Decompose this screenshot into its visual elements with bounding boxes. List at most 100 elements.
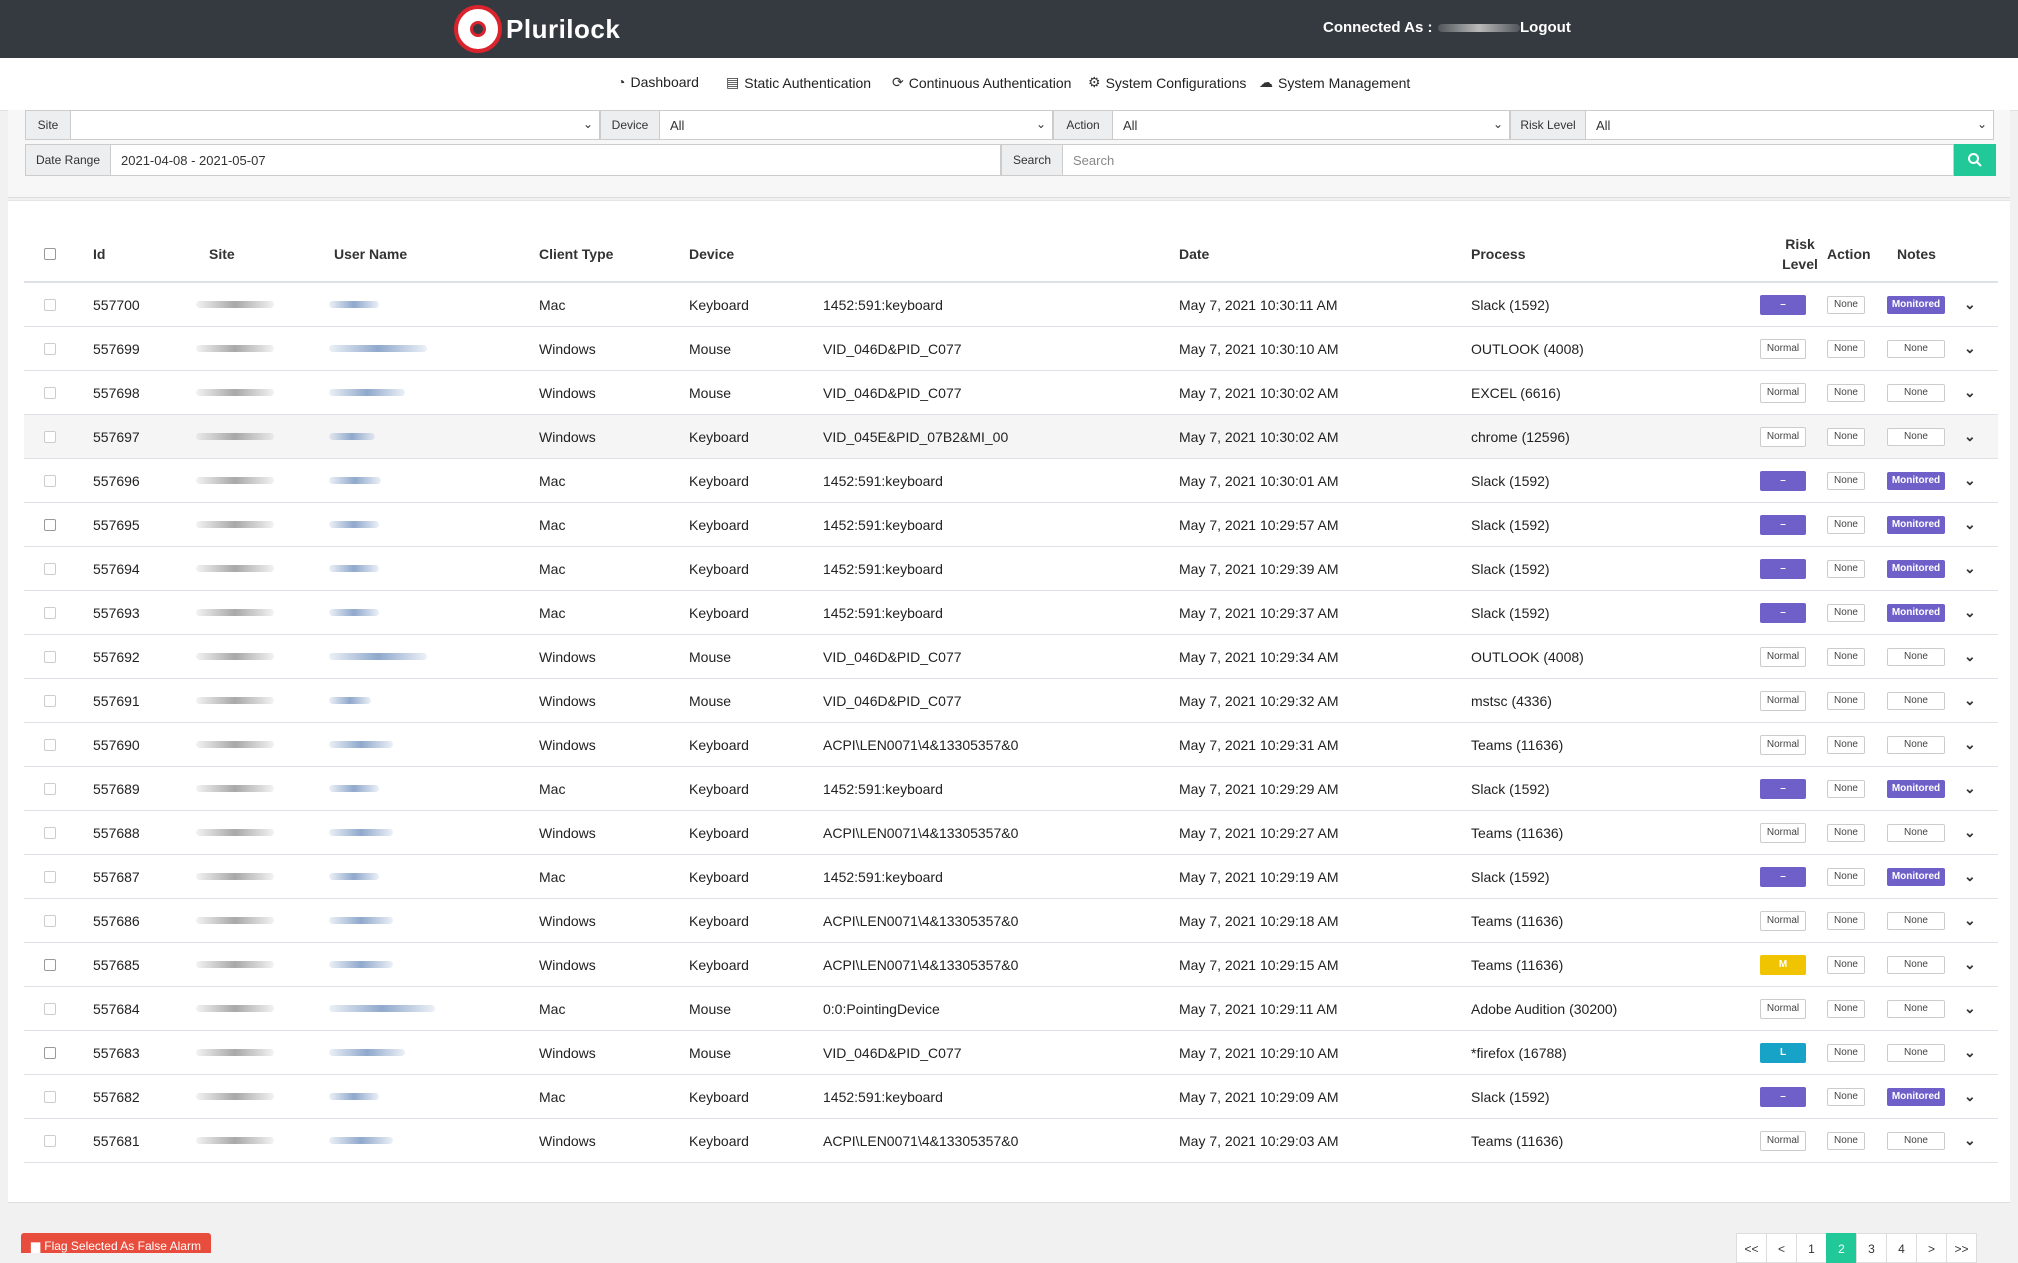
device-select[interactable]: All ⌄: [660, 110, 1053, 140]
table-row[interactable]: 557691 Windows Mouse VID_046D&PID_C077 May 7…: [24, 679, 1998, 723]
row-checkbox[interactable]: [44, 870, 56, 883]
row-checkbox[interactable]: [44, 782, 56, 795]
row-checkbox[interactable]: [44, 430, 56, 443]
page-button[interactable]: 2: [1826, 1233, 1857, 1263]
page-button[interactable]: >>: [1946, 1233, 1977, 1263]
flag-false-alarm-button[interactable]: ▆ Flag Selected As False Alarm: [21, 1233, 211, 1253]
row-checkbox[interactable]: [44, 1046, 56, 1059]
notes-badge[interactable]: Monitored: [1887, 1087, 1945, 1106]
table-row[interactable]: 557693 Mac Keyboard 1452:591:keyboard May 7,…: [24, 591, 1998, 635]
col-id[interactable]: Id: [93, 246, 106, 262]
notes-badge[interactable]: Monitored: [1887, 867, 1945, 886]
row-checkbox[interactable]: [44, 958, 56, 971]
notes-badge[interactable]: None: [1887, 427, 1945, 446]
chevron-down-icon[interactable]: ⌄: [1964, 1132, 1976, 1148]
col-action[interactable]: Action: [1827, 246, 1871, 262]
row-checkbox[interactable]: [44, 562, 56, 575]
chevron-down-icon[interactable]: ⌄: [1964, 472, 1976, 488]
row-checkbox[interactable]: [44, 914, 56, 927]
chevron-down-icon[interactable]: ⌄: [1964, 340, 1976, 356]
chevron-down-icon[interactable]: ⌄: [1964, 560, 1976, 576]
notes-badge[interactable]: None: [1887, 955, 1945, 974]
col-device[interactable]: Device: [689, 246, 735, 262]
row-checkbox[interactable]: [44, 518, 56, 531]
col-client-type[interactable]: Client Type: [539, 246, 614, 262]
col-risk-level[interactable]: Risk Level: [1774, 227, 1826, 281]
page-button[interactable]: 1: [1796, 1233, 1827, 1263]
table-row[interactable]: 557690 Windows Keyboard ACPI\LEN0071\4&1330…: [24, 723, 1998, 767]
table-row[interactable]: 557692 Windows Mouse VID_046D&PID_C077 May 7…: [24, 635, 1998, 679]
row-checkbox[interactable]: [44, 738, 56, 751]
table-row[interactable]: 557696 Mac Keyboard 1452:591:keyboard May 7,…: [24, 459, 1998, 503]
notes-badge[interactable]: Monitored: [1887, 559, 1945, 578]
table-row[interactable]: 557682 Mac Keyboard 1452:591:keyboard May 7,…: [24, 1075, 1998, 1119]
col-site[interactable]: Site: [209, 246, 235, 262]
chevron-down-icon[interactable]: ⌄: [1964, 824, 1976, 840]
table-row[interactable]: 557685 Windows Keyboard ACPI\LEN0071\4&1330…: [24, 943, 1998, 987]
date-range-input[interactable]: 2021-04-08 - 2021-05-07: [111, 144, 1001, 176]
notes-badge[interactable]: None: [1887, 691, 1945, 710]
nav-static-authentication[interactable]: ▤ Static Authentication: [726, 74, 871, 91]
table-row[interactable]: 557684 Mac Mouse 0:0:PointingDevice May 7, 2…: [24, 987, 1998, 1031]
chevron-down-icon[interactable]: ⌄: [1964, 956, 1976, 972]
page-button[interactable]: 3: [1856, 1233, 1887, 1263]
col-process[interactable]: Process: [1471, 246, 1526, 262]
row-checkbox[interactable]: [44, 606, 56, 619]
notes-badge[interactable]: None: [1887, 999, 1945, 1018]
chevron-down-icon[interactable]: ⌄: [1964, 912, 1976, 928]
action-select[interactable]: All ⌄: [1113, 110, 1510, 140]
row-checkbox[interactable]: [44, 694, 56, 707]
notes-badge[interactable]: Monitored: [1887, 603, 1945, 622]
row-checkbox[interactable]: [44, 386, 56, 399]
table-row[interactable]: 557695 Mac Keyboard 1452:591:keyboard May 7,…: [24, 503, 1998, 547]
row-checkbox[interactable]: [44, 826, 56, 839]
notes-badge[interactable]: Monitored: [1887, 515, 1945, 534]
chevron-down-icon[interactable]: ⌄: [1964, 296, 1976, 312]
nav-system-configurations[interactable]: ⚙ System Configurations: [1088, 74, 1246, 91]
notes-badge[interactable]: None: [1887, 383, 1945, 402]
notes-badge[interactable]: None: [1887, 1131, 1945, 1150]
chevron-down-icon[interactable]: ⌄: [1964, 868, 1976, 884]
col-user-name[interactable]: User Name: [334, 246, 408, 262]
nav-continuous-authentication[interactable]: ⟳ Continuous Authentication: [892, 74, 1071, 91]
row-checkbox[interactable]: [44, 474, 56, 487]
search-input[interactable]: Search: [1063, 144, 1954, 176]
row-checkbox[interactable]: [44, 1002, 56, 1015]
table-row[interactable]: 557687 Mac Keyboard 1452:591:keyboard May 7,…: [24, 855, 1998, 899]
row-checkbox[interactable]: [44, 650, 56, 663]
risk-level-select[interactable]: All ⌄: [1586, 110, 1994, 140]
table-row[interactable]: 557686 Windows Keyboard ACPI\LEN0071\4&1330…: [24, 899, 1998, 943]
brand-logo[interactable]: Plurilock: [454, 4, 620, 54]
chevron-down-icon[interactable]: ⌄: [1964, 1044, 1976, 1060]
chevron-down-icon[interactable]: ⌄: [1964, 648, 1976, 664]
chevron-down-icon[interactable]: ⌄: [1964, 428, 1976, 444]
page-button[interactable]: <<: [1736, 1233, 1767, 1263]
chevron-down-icon[interactable]: ⌄: [1964, 1000, 1976, 1016]
notes-badge[interactable]: None: [1887, 735, 1945, 754]
notes-badge[interactable]: Monitored: [1887, 471, 1945, 490]
notes-badge[interactable]: None: [1887, 647, 1945, 666]
table-row[interactable]: 557697 Windows Keyboard VID_045E&PID_07B2&M…: [24, 415, 1998, 459]
notes-badge[interactable]: Monitored: [1887, 779, 1945, 798]
nav-system-management[interactable]: ☁ System Management: [1259, 74, 1410, 91]
table-row[interactable]: 557694 Mac Keyboard 1452:591:keyboard May 7,…: [24, 547, 1998, 591]
page-button[interactable]: <: [1766, 1233, 1797, 1263]
select-all-checkbox[interactable]: [44, 248, 56, 260]
notes-badge[interactable]: None: [1887, 1043, 1945, 1062]
logout-link[interactable]: Logout: [1520, 19, 1571, 36]
chevron-down-icon[interactable]: ⌄: [1964, 780, 1976, 796]
notes-badge[interactable]: None: [1887, 339, 1945, 358]
site-select[interactable]: ⌄: [71, 110, 600, 140]
chevron-down-icon[interactable]: ⌄: [1964, 604, 1976, 620]
row-checkbox[interactable]: [44, 1134, 56, 1147]
table-row[interactable]: 557683 Windows Mouse VID_046D&PID_C077 May 7…: [24, 1031, 1998, 1075]
notes-badge[interactable]: None: [1887, 911, 1945, 930]
notes-badge[interactable]: Monitored: [1887, 295, 1945, 314]
col-date[interactable]: Date: [1179, 246, 1210, 262]
row-checkbox[interactable]: [44, 298, 56, 311]
chevron-down-icon[interactable]: ⌄: [1964, 736, 1976, 752]
table-row[interactable]: 557698 Windows Mouse VID_046D&PID_C077 May 7…: [24, 371, 1998, 415]
chevron-down-icon[interactable]: ⌄: [1964, 384, 1976, 400]
row-checkbox[interactable]: [44, 1090, 56, 1103]
table-row[interactable]: 557699 Windows Mouse VID_046D&PID_C077 May 7…: [24, 327, 1998, 371]
